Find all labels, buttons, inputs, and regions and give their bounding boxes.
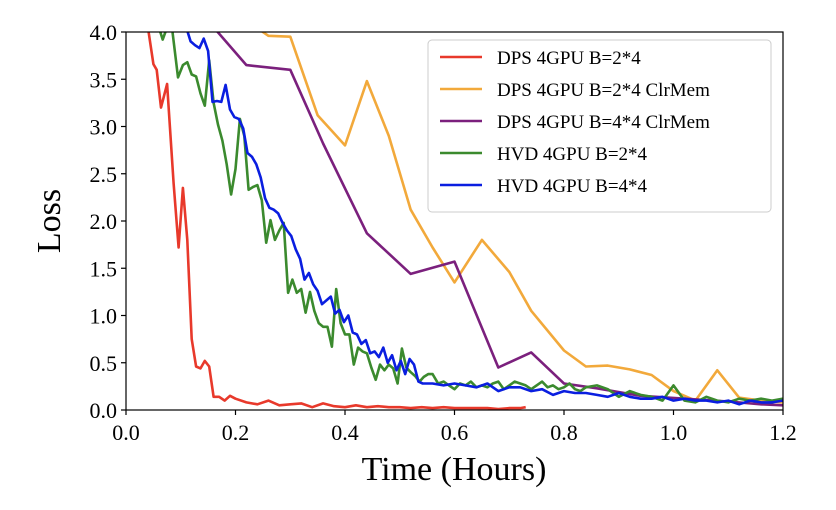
y-tick-label: 0.0 [90, 398, 118, 423]
x-tick-label: 1.2 [769, 420, 797, 445]
legend-label: HVD 4GPU B=4*4 [497, 176, 648, 197]
x-axis: 0.0 0.2 0.4 0.6 0.8 1.0 1.2 [112, 410, 797, 445]
x-tick-label: 1.0 [660, 420, 688, 445]
legend-label: HVD 4GPU B=2*4 [497, 144, 648, 165]
y-tick-label: 3.0 [90, 115, 118, 140]
y-axis-title: Loss [31, 189, 68, 253]
series-lines [147, 32, 783, 410]
x-tick-label: 0.2 [222, 420, 250, 445]
x-axis-title: Time (Hours) [362, 451, 547, 488]
y-tick-label: 2.5 [90, 162, 118, 187]
x-tick-label: 0.4 [331, 420, 359, 445]
legend: DPS 4GPU B=2*4 DPS 4GPU B=2*4 ClrMem DPS 4… [427, 39, 772, 213]
y-tick-label: 4.0 [90, 20, 118, 45]
legend-label: DPS 4GPU B=2*4 ClrMem [497, 80, 710, 101]
y-tick-label: 2.0 [90, 209, 118, 234]
y-tick-label: 0.5 [90, 351, 118, 376]
legend-box [427, 39, 772, 213]
legend-label: DPS 4GPU B=2*4 [497, 48, 641, 69]
series-line-5 [186, 32, 783, 406]
x-tick-label: 0.8 [550, 420, 578, 445]
y-tick-label: 1.0 [90, 304, 118, 329]
y-axis: 0.0 0.5 1.0 1.5 2.0 2.5 3.0 3.5 4.0 [90, 20, 126, 423]
legend-label: DPS 4GPU B=4*4 ClrMem [497, 112, 710, 133]
series-line-1 [147, 32, 526, 410]
x-tick-label: 0.6 [441, 420, 469, 445]
y-tick-label: 1.5 [90, 256, 118, 281]
x-tick-label: 0.0 [112, 420, 140, 445]
y-tick-label: 3.5 [90, 67, 118, 92]
